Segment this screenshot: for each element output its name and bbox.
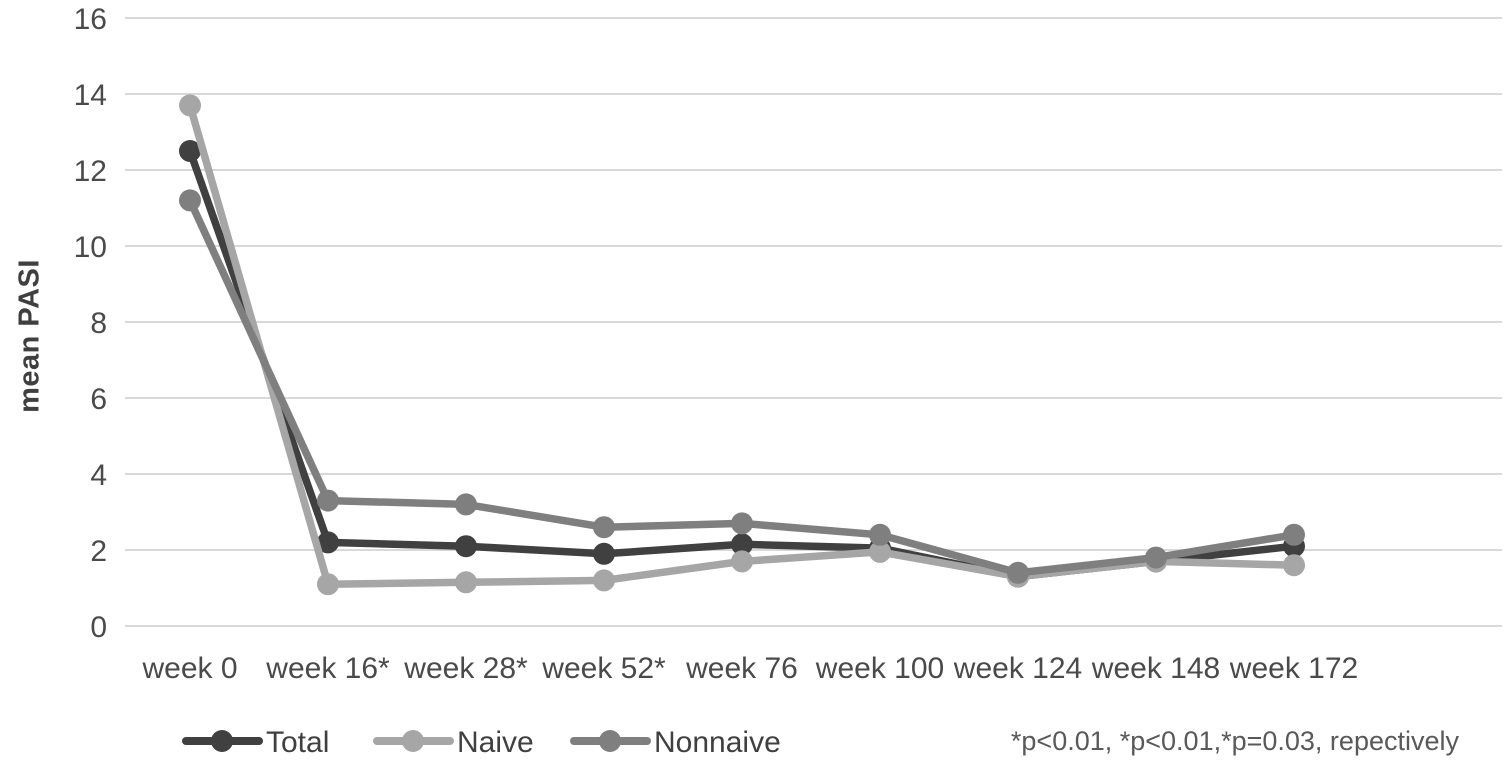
data-point-nonnaive [1283,523,1305,546]
legend-marker-dot-naive [402,730,424,752]
data-point-naive [593,569,615,592]
data-point-naive [317,573,339,596]
y-axis-tick-label: 6 [90,383,107,416]
y-axis-tick-label: 14 [74,79,107,112]
x-axis-tick-label: week 172 [1229,652,1358,685]
legend-label-naive: Naive [457,726,534,759]
x-axis-tick-label: week 76 [685,652,798,685]
x-axis-tick-label: week 52* [541,652,666,685]
y-axis-tick-label: 10 [74,231,107,264]
data-point-nonnaive [1145,546,1167,569]
x-axis-tick-label: week 124 [953,652,1082,685]
x-axis-tick-label: week 100 [815,652,944,685]
data-point-naive [1283,554,1305,577]
x-axis-tick-label: week 0 [141,652,237,685]
legend-label-nonnaive: Nonnaive [654,726,781,759]
y-axis-tick-label: 4 [90,459,107,492]
data-point-nonnaive [455,493,477,516]
x-axis-tick-label: week 148 [1091,652,1220,685]
x-axis-tick-label: week 28* [403,652,528,685]
data-point-naive [455,571,477,594]
data-point-total [317,531,339,554]
data-point-nonnaive [179,189,201,212]
y-axis-tick-label: 8 [90,307,107,340]
data-point-nonnaive [317,489,339,512]
data-point-total [455,535,477,558]
y-axis-tick-label: 12 [74,155,107,188]
series-line-naive [186,101,1298,588]
legend-marker-dot-nonnaive [599,730,621,752]
data-point-naive [179,94,201,117]
x-axis-tick-label: week 16* [265,652,390,685]
y-axis-tick-label: 0 [90,611,107,644]
data-point-total [179,140,201,162]
data-point-naive [869,540,891,563]
data-point-naive [731,550,753,573]
data-point-nonnaive [1007,561,1029,584]
y-axis-title: mean PASI [13,259,46,413]
data-point-nonnaive [869,523,891,546]
data-point-nonnaive [731,512,753,535]
legend-label-total: Total [266,726,329,759]
y-axis-tick-label: 2 [90,535,107,568]
data-point-nonnaive [593,516,615,539]
data-point-total [593,542,615,565]
legend-marker-dot-total [211,730,233,752]
data-point-total [731,533,753,556]
significance-annotation: *p<0.01, *p<0.01,*p=0.03, repectively [1010,726,1459,756]
y-axis-tick-label: 16 [74,3,107,36]
